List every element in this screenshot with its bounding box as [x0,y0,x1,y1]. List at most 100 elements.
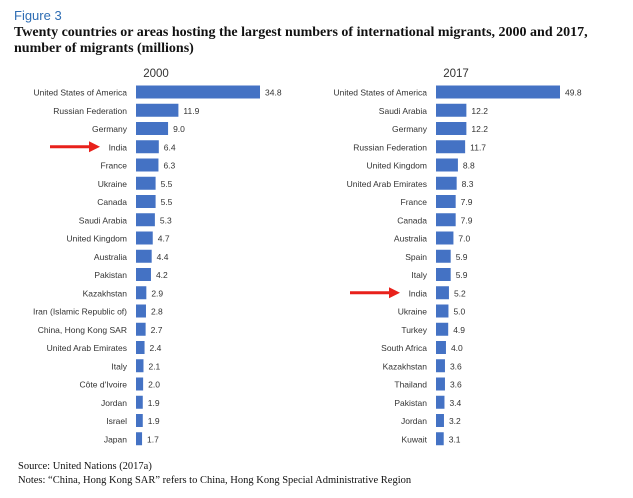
category-label: Turkey [401,325,427,335]
bar [436,103,467,117]
bar [436,304,449,318]
value-label: 49.8 [565,88,582,98]
value-label: 2.4 [150,343,162,353]
bar [136,268,151,281]
value-label: 12.2 [471,106,488,116]
category-label: United Arab Emirates [347,179,427,189]
arrow-head [89,141,100,153]
bar [136,304,146,318]
bar [436,359,445,373]
bar [136,85,260,99]
value-label: 12.2 [471,124,488,134]
bar [436,122,467,135]
category-label: India [409,288,428,298]
value-label: 7.0 [458,234,470,244]
value-label: 1.9 [148,398,160,408]
bar [136,432,143,446]
value-label: 5.2 [454,288,466,298]
highlight-arrow-icon [350,287,400,299]
category-label: Thailand [394,380,427,390]
bar [136,286,147,300]
bar [436,268,451,281]
chart-svg: 2017 United States of America 49.8 Saudi Ar… [333,68,582,446]
arrow-head [389,287,400,299]
category-label: Russian Federation [53,106,127,116]
category-label: United States of America [333,88,427,98]
value-label: 4.9 [453,325,465,335]
bar [136,122,169,135]
category-label: Jordan [101,398,127,408]
category-label: Italy [411,270,427,280]
category-label: Côte d'Ivoire [80,380,128,390]
value-label: 8.3 [462,179,474,189]
value-label: 4.2 [156,270,168,280]
category-label: Australia [94,252,127,262]
value-label: 3.6 [450,380,462,390]
bar [136,359,144,373]
value-label: 1.9 [148,416,160,426]
category-label: Jordan [401,416,427,426]
bar [436,377,445,391]
category-label: Canada [397,215,427,225]
category-label: France [401,197,428,207]
value-label: 2.0 [148,380,160,390]
bar [436,286,449,300]
category-label: Australia [394,234,427,244]
chart-title: 2017 [443,68,469,80]
category-label: Pakistan [394,398,427,408]
category-label: India [109,142,128,152]
chart-2017: 2017 United States of America 49.8 Saudi Ar… [300,62,600,452]
bar [436,322,449,336]
bar [436,176,457,190]
value-label: 5.5 [161,197,173,207]
bar [136,140,159,154]
category-label: Germany [392,124,428,134]
bar [436,249,451,263]
value-label: 4.4 [157,252,169,262]
category-label: Israel [106,416,127,426]
bar [136,231,153,245]
value-label: 6.3 [163,161,175,171]
value-label: 3.4 [449,398,461,408]
bar [436,341,446,354]
bar [136,195,156,208]
category-label: Saudi Arabia [79,215,127,225]
bar [436,140,466,154]
category-label: Italy [111,361,127,371]
category-label: Pakistan [94,270,127,280]
value-label: 3.2 [449,416,461,426]
bar [136,341,145,354]
category-label: United Arab Emirates [47,343,127,353]
bar [136,158,159,172]
bar [436,231,454,245]
value-label: 2.1 [148,361,160,371]
category-label: Ukraine [398,307,428,317]
chart-2000: 2000 United States of America 34.8 Russian … [0,62,300,452]
category-label: Germany [92,124,128,134]
category-label: Russian Federation [353,142,427,152]
highlight-arrow-icon [50,141,100,153]
bar [436,395,445,409]
value-label: 6.4 [164,142,176,152]
value-label: 5.9 [456,252,468,262]
value-label: 4.0 [451,343,463,353]
bar [436,158,458,172]
bar [436,195,456,208]
bar [436,213,456,227]
bar [136,103,179,117]
category-label: United Kingdom [367,161,427,171]
value-label: 2.8 [151,307,163,317]
figure-title: Twenty countries or areas hosting the la… [14,25,588,56]
value-label: 3.6 [450,361,462,371]
value-label: 5.0 [453,307,465,317]
bar [136,377,144,391]
value-label: 8.8 [463,161,475,171]
category-label: Kazakhstan [383,361,428,371]
value-label: 5.9 [456,270,468,280]
category-label: United States of America [33,88,127,98]
figure-label: Figure 3 [14,8,62,23]
chart-svg: 2000 United States of America 34.8 Russian … [33,68,282,446]
category-label: United Kingdom [67,234,127,244]
category-label: Spain [405,252,427,262]
category-label: Japan [104,434,127,444]
